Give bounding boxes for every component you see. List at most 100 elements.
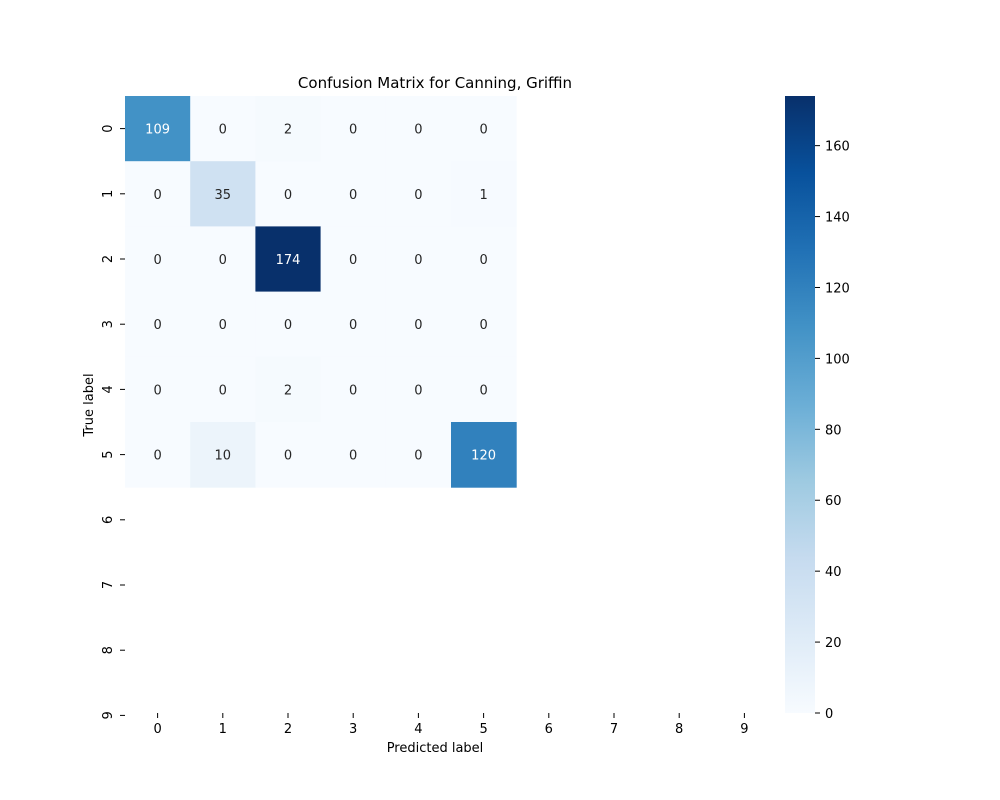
heatmap-cell <box>255 161 322 227</box>
heatmap-cell <box>125 356 191 423</box>
heatmap-cell <box>190 96 256 162</box>
colorbar-ticks: 0 20 40 60 80 100 120 140 160 <box>815 140 850 722</box>
y-tick-label: 1 <box>101 190 116 198</box>
y-tick-label: 7 <box>101 581 116 589</box>
cell-value-label: 0 <box>153 383 161 398</box>
x-tick-label: 1 <box>219 722 227 737</box>
cell-value-label: 0 <box>414 188 422 203</box>
heatmap-cell <box>190 161 256 227</box>
heatmap-cell <box>125 161 191 227</box>
x-tick-label: 5 <box>479 722 487 737</box>
heatmap-cell <box>255 291 322 358</box>
cell-value-label: 0 <box>479 123 487 138</box>
cell-value-label: 0 <box>284 188 292 203</box>
x-tick-label: 3 <box>349 722 357 737</box>
cell-value-label: 0 <box>284 318 292 333</box>
colorbar-tick-label: 20 <box>825 636 842 651</box>
cell-value-label: 0 <box>153 318 161 333</box>
cell-value-label: 0 <box>479 253 487 268</box>
x-tick-label: 4 <box>414 722 422 737</box>
colorbar <box>785 96 815 713</box>
heatmap-cell <box>451 422 517 488</box>
chart-title: Confusion Matrix for Canning, Griffin <box>298 74 572 92</box>
cell-value-label: 0 <box>349 318 357 333</box>
colorbar-tick-label: 140 <box>825 211 850 226</box>
heatmap-cell <box>190 291 256 358</box>
cell-value-label: 2 <box>284 383 292 398</box>
heatmap-cell <box>451 226 517 293</box>
x-tick-label: 6 <box>545 722 553 737</box>
heatmap-cell <box>320 356 387 423</box>
heatmap-cell <box>320 161 387 227</box>
y-axis-label: True label <box>82 373 97 437</box>
cell-value-label: 1 <box>479 188 487 203</box>
y-axis: 0 1 2 3 4 5 6 7 8 9 <box>101 124 125 720</box>
cell-value-label: 35 <box>215 188 232 203</box>
cell-value-label: 0 <box>219 383 227 398</box>
heatmap-cell <box>255 422 322 488</box>
colorbar-tick-label: 60 <box>825 494 842 509</box>
cell-value-label: 0 <box>153 449 161 464</box>
x-tick-label: 7 <box>610 722 618 737</box>
cell-value-label: 0 <box>284 449 292 464</box>
y-tick-label: 4 <box>101 385 116 393</box>
y-tick-label: 2 <box>101 255 116 263</box>
cell-value-label: 0 <box>414 123 422 138</box>
heatmap-cell <box>385 96 452 162</box>
cell-value-label: 174 <box>276 253 301 268</box>
cell-value-label: 120 <box>471 449 496 464</box>
cell-value-label: 0 <box>414 253 422 268</box>
colorbar-tick-label: 100 <box>825 352 850 367</box>
cell-value-label: 0 <box>479 318 487 333</box>
x-axis-label: Predicted label <box>387 741 484 756</box>
x-tick-label: 8 <box>675 722 683 737</box>
cell-value-label: 2 <box>284 123 292 138</box>
y-tick-label: 8 <box>101 646 116 654</box>
cell-value-label: 0 <box>414 318 422 333</box>
x-tick-label: 0 <box>153 722 161 737</box>
heatmap-cell <box>320 96 387 162</box>
y-tick-label: 6 <box>101 516 116 524</box>
x-tick-label: 9 <box>740 722 748 737</box>
cell-value-label: 0 <box>349 253 357 268</box>
heatmap-cell <box>320 291 387 358</box>
cell-value-label: 0 <box>219 123 227 138</box>
x-axis: 0 1 2 3 4 5 6 7 8 9 <box>153 713 749 737</box>
cell-value-label: 0 <box>349 123 357 138</box>
cell-value-label: 0 <box>349 383 357 398</box>
heatmap-cell <box>385 291 452 358</box>
heatmap-cell <box>385 161 452 227</box>
heatmap-cell <box>190 356 256 423</box>
heatmap-cell <box>451 96 517 162</box>
heatmap-cell-labels: 109 0 2 0 0 00 35 0 0 0 10 0 174 0 0 00 0 0 0 0 00 0 2 0 0 00 10 0 0… <box>145 123 496 464</box>
cell-value-label: 0 <box>219 318 227 333</box>
y-tick-label: 0 <box>101 124 116 132</box>
heatmap-cell <box>125 226 191 293</box>
cell-value-label: 0 <box>219 253 227 268</box>
heatmap-cell <box>190 422 256 488</box>
colorbar-tick-label: 160 <box>825 140 850 155</box>
colorbar-tick-label: 80 <box>825 423 842 438</box>
cell-value-label: 0 <box>349 188 357 203</box>
heatmap-cell <box>451 356 517 423</box>
heatmap-cell <box>255 226 322 293</box>
colorbar-tick-label: 40 <box>825 565 842 580</box>
heatmap-cell <box>125 291 191 358</box>
y-tick-label: 5 <box>101 450 116 458</box>
cell-value-label: 0 <box>153 188 161 203</box>
cell-value-label: 0 <box>414 449 422 464</box>
heatmap-cell <box>255 96 322 162</box>
cell-value-label: 10 <box>215 449 232 464</box>
heatmap-cell <box>385 422 452 488</box>
heatmap-cell <box>451 291 517 358</box>
colorbar-tick-label: 120 <box>825 281 850 296</box>
heatmap-cell <box>190 226 256 293</box>
colorbar-tick-label: 0 <box>825 707 833 722</box>
heatmap-cell <box>125 422 191 488</box>
heatmap-cell <box>255 356 322 423</box>
heatmap-cell <box>451 161 517 227</box>
heatmap-cell <box>125 96 191 162</box>
heatmap-cell <box>320 422 387 488</box>
cell-value-label: 109 <box>145 123 170 138</box>
